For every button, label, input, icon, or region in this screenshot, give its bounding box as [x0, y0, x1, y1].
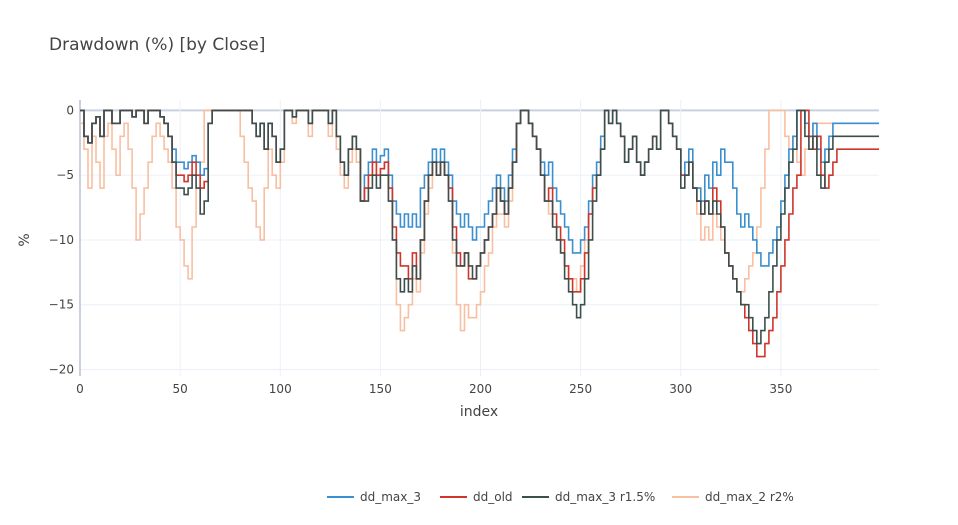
legend-label: dd_old [473, 490, 513, 504]
chart-title: Drawdown (%) [by Close] [49, 35, 265, 55]
x-tick-label: 50 [172, 382, 187, 396]
y-tick-label: −15 [49, 298, 74, 312]
y-tick-label: −20 [49, 363, 74, 377]
legend-label: dd_max_3 [360, 490, 421, 504]
x-tick-label: 0 [76, 382, 84, 396]
y-tick-label: −5 [56, 168, 74, 182]
legend-item[interactable]: dd_max_3 [327, 490, 421, 504]
legend-item[interactable]: dd_max_3 r1.5% [522, 490, 655, 504]
y-tick-label: 0 [66, 103, 74, 117]
legend-item[interactable]: dd_old [440, 490, 513, 504]
legend: dd_max_3 dd_old dd_max_3 r1.5% dd_max_2 r2% [327, 490, 794, 504]
x-tick-label: 200 [469, 382, 492, 396]
x-tick-label: 100 [269, 382, 292, 396]
legend-label: dd_max_2 r2% [705, 490, 794, 504]
grid [79, 100, 879, 376]
legend-item[interactable]: dd_max_2 r2% [672, 490, 794, 504]
legend-label: dd_max_3 r1.5% [555, 490, 655, 504]
x-tick-label: 150 [369, 382, 392, 396]
x-tick-label: 250 [569, 382, 592, 396]
x-axis-title: index [460, 404, 498, 420]
y-axis-title: % [17, 233, 33, 246]
series-lines [80, 109, 879, 358]
x-tick-label: 300 [669, 382, 692, 396]
series-line-dd-old [80, 109, 879, 358]
series-line-dd-max-3-r1-5- [80, 109, 879, 345]
axes: 0−5−10−15−200 50 100 150 200 250 300 350 [49, 103, 793, 396]
series-line-dd-max-2-r2- [80, 109, 879, 332]
y-tick-label: −10 [49, 233, 74, 247]
x-tick-label: 350 [769, 382, 792, 396]
